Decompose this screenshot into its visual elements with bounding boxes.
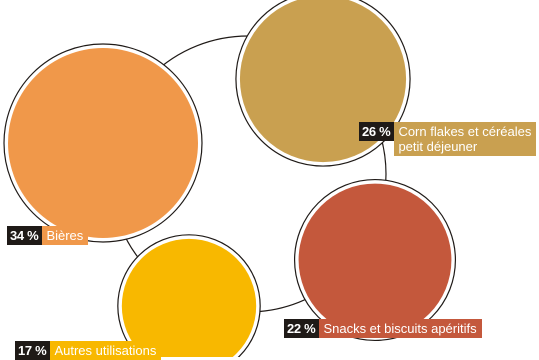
name-bieres: Bières — [42, 226, 89, 245]
label-corn-flakes: 26 % Corn flakes et céréales petit déjeu… — [359, 122, 537, 156]
name-corn-flakes-line-2: petit déjeuner — [398, 139, 478, 154]
pct-snacks: 22 % — [284, 319, 320, 338]
bubble-autres — [121, 238, 257, 357]
name-autres: Autres utilisations — [50, 341, 162, 360]
bubble-corn-flakes — [239, 0, 407, 163]
name-snacks: Snacks et biscuits apéritifs — [319, 319, 482, 338]
label-bieres: 34 % Bières — [7, 226, 89, 245]
bubble-bieres — [8, 48, 198, 238]
label-snacks: 22 % Snacks et biscuits apéritifs — [284, 319, 482, 338]
bubble-snacks — [298, 183, 452, 337]
name-corn-flakes: Corn flakes et céréales petit déjeuner — [394, 122, 537, 156]
pct-corn-flakes: 26 % — [359, 122, 395, 141]
pct-bieres: 34 % — [7, 226, 43, 245]
pct-autres: 17 % — [15, 341, 51, 360]
name-corn-flakes-line-1: Corn flakes et céréales — [398, 124, 532, 139]
label-autres: 17 % Autres utilisations — [15, 341, 162, 360]
